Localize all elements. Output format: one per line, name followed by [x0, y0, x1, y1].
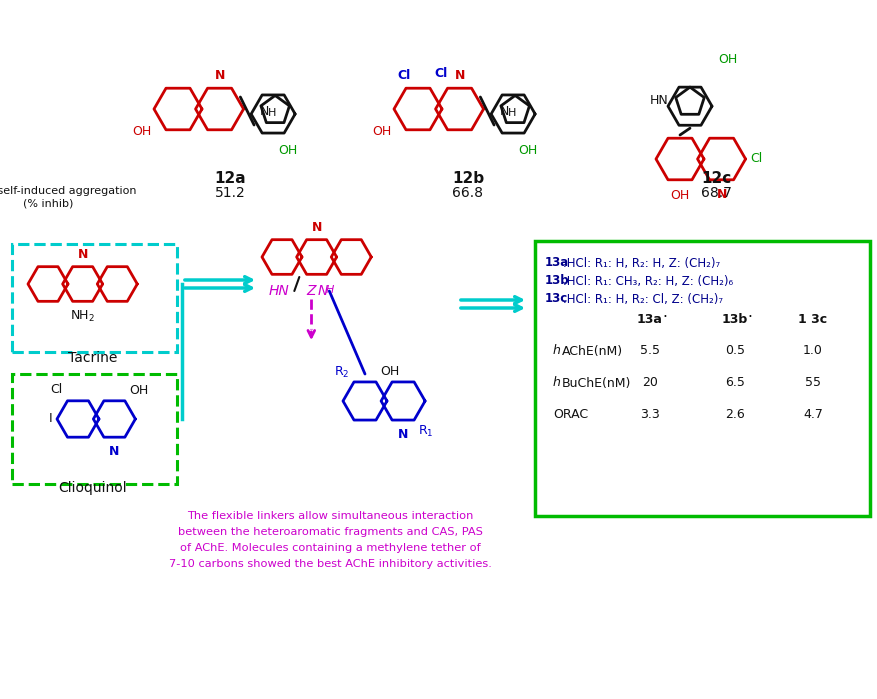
Text: OH: OH — [670, 189, 688, 202]
Text: OH: OH — [278, 144, 297, 157]
Text: 1.0: 1.0 — [802, 345, 822, 357]
Text: 6.5: 6.5 — [724, 377, 744, 389]
Text: 51.2: 51.2 — [214, 186, 245, 200]
Text: (% inhib): (% inhib) — [23, 199, 73, 209]
Text: Cl: Cl — [397, 69, 410, 82]
Text: ·: · — [661, 310, 667, 325]
Text: N: N — [499, 106, 509, 119]
Text: 66.8: 66.8 — [452, 186, 483, 200]
Text: R$_2$: R$_2$ — [333, 365, 348, 380]
Text: OH: OH — [518, 144, 537, 157]
Text: BuChE(nM): BuChE(nM) — [561, 377, 631, 389]
Text: 55: 55 — [804, 377, 820, 389]
Text: 20: 20 — [641, 377, 657, 389]
Text: h: h — [553, 345, 560, 357]
Text: 68.7: 68.7 — [700, 186, 731, 200]
Text: 12a: 12a — [214, 171, 246, 186]
Text: N: N — [109, 445, 119, 458]
Text: .HCl: R₁: H, R₂: Cl, Z: (CH₂)₇: .HCl: R₁: H, R₂: Cl, Z: (CH₂)₇ — [562, 292, 723, 305]
Text: N: N — [317, 284, 327, 298]
Text: 13a: 13a — [637, 313, 662, 326]
Text: 13b: 13b — [721, 313, 747, 326]
Text: ·: · — [746, 310, 751, 325]
Text: 5.5: 5.5 — [639, 345, 660, 357]
Text: .HCl: R₁: H, R₂: H, Z: (CH₂)₇: .HCl: R₁: H, R₂: H, Z: (CH₂)₇ — [562, 257, 719, 270]
Text: .HCl: R₁: CH₃, R₂: H, Z: (CH₂)₆: .HCl: R₁: CH₃, R₂: H, Z: (CH₂)₆ — [562, 275, 732, 287]
Text: N: N — [716, 188, 726, 201]
Text: R$_1$: R$_1$ — [417, 424, 433, 439]
Text: OH: OH — [372, 125, 391, 138]
Text: N: N — [214, 69, 225, 82]
Text: OH: OH — [129, 384, 148, 397]
Text: 7-10 carbons showed the best AChE inhibitory activities.: 7-10 carbons showed the best AChE inhibi… — [168, 559, 491, 569]
Text: 13a: 13a — [545, 257, 568, 270]
Text: Aβ₁₋₄₂ self-induced aggregation: Aβ₁₋₄₂ self-induced aggregation — [0, 186, 136, 196]
Text: OH: OH — [717, 53, 737, 66]
Text: H: H — [508, 108, 516, 119]
Text: 0.5: 0.5 — [724, 345, 745, 357]
Text: H: H — [325, 285, 333, 295]
Bar — [534, 241, 869, 516]
Text: Clioquinol: Clioquinol — [59, 481, 127, 495]
Text: 13c: 13c — [545, 292, 567, 305]
Text: 12c: 12c — [700, 171, 731, 186]
Text: The flexible linkers allow simultaneous interaction: The flexible linkers allow simultaneous … — [187, 511, 473, 521]
Text: N: N — [397, 428, 408, 441]
Text: 12b: 12b — [452, 171, 483, 186]
Bar — [12, 244, 177, 352]
Text: OH: OH — [380, 365, 399, 378]
Text: Cl: Cl — [50, 383, 62, 396]
Text: N: N — [454, 69, 464, 82]
Text: h: h — [553, 377, 560, 389]
Text: I: I — [48, 412, 52, 426]
Text: 13b: 13b — [545, 275, 569, 287]
Text: 2.6: 2.6 — [724, 408, 744, 421]
Text: HN: HN — [268, 284, 289, 298]
Text: 4.7: 4.7 — [802, 408, 822, 421]
Text: between the heteroaromatic fragments and CAS, PAS: between the heteroaromatic fragments and… — [177, 527, 481, 537]
Text: ORAC: ORAC — [553, 408, 588, 421]
Text: N: N — [77, 248, 88, 261]
Text: Z: Z — [306, 284, 316, 298]
Text: N: N — [311, 221, 322, 234]
Text: 1 3c: 1 3c — [797, 313, 827, 326]
Bar — [12, 374, 177, 484]
Text: Cl: Cl — [750, 152, 762, 166]
Text: HN: HN — [650, 94, 668, 107]
Text: Cl: Cl — [433, 67, 446, 80]
Text: N: N — [260, 106, 268, 119]
Text: H: H — [267, 108, 276, 119]
Text: NH$_2$: NH$_2$ — [70, 309, 95, 324]
Text: AChE(nM): AChE(nM) — [561, 345, 623, 357]
Text: Tacrine: Tacrine — [68, 351, 118, 365]
Text: of AChE. Molecules containing a methylene tether of: of AChE. Molecules containing a methylen… — [180, 543, 480, 553]
Text: OH: OH — [132, 125, 151, 138]
Text: 3.3: 3.3 — [639, 408, 660, 421]
